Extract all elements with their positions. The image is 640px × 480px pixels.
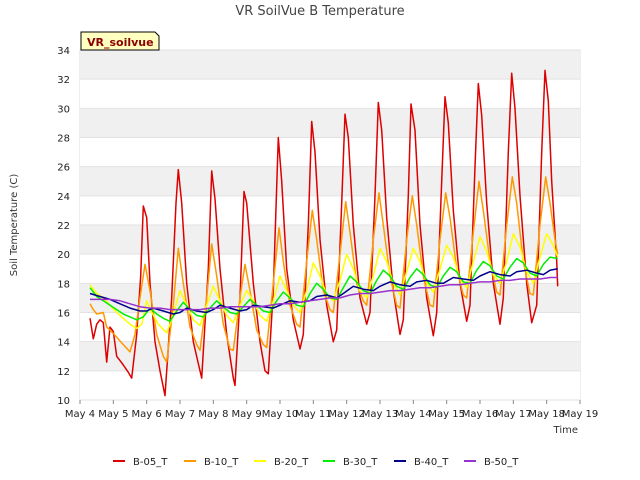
y-tick-label: 22 <box>57 221 70 232</box>
x-tick-label: May 19 <box>562 409 599 420</box>
y-tick-label: 26 <box>57 163 70 174</box>
x-tick-label: May 15 <box>428 409 465 420</box>
grid-band <box>80 195 580 225</box>
legend-label-B-50_T: B-50_T <box>484 457 519 468</box>
series-line-B-50_T <box>90 276 558 311</box>
y-tick-label: 32 <box>57 75 70 86</box>
y-tick-label: 14 <box>57 338 70 349</box>
x-tick-label: May 17 <box>495 409 532 420</box>
x-tick-label: May 4 <box>65 409 95 420</box>
x-tick-label: May 16 <box>462 409 499 420</box>
x-tick-label: May 8 <box>198 409 228 420</box>
series-line-B-40_T <box>89 268 558 315</box>
y-tick-label: 16 <box>57 309 70 320</box>
legend: B-05_T B-10_T B-20_T B-30_T B-40_T B-50_T <box>113 457 519 468</box>
x-tick-label: May 14 <box>395 409 432 420</box>
y-tick-label: 12 <box>57 367 70 378</box>
legend-label-B-10_T: B-10_T <box>204 457 239 468</box>
y-tick-label: 10 <box>57 396 70 407</box>
y-tick-label: 18 <box>57 279 70 290</box>
site-badge-box <box>80 31 160 51</box>
grid-band <box>80 370 580 400</box>
legend-label-B-05_T: B-05_T <box>133 457 168 468</box>
x-tick-label: May 5 <box>98 409 128 420</box>
x-tick-label: May 13 <box>362 409 399 420</box>
series-line-B-10_T <box>89 176 559 363</box>
y-tick-label: 28 <box>57 134 70 145</box>
x-tick-label: May 9 <box>232 409 262 420</box>
x-tick-label: May 6 <box>132 409 162 420</box>
y-tick-label: 30 <box>57 104 70 115</box>
x-tick-label: May 7 <box>165 409 195 420</box>
grid-band <box>80 225 580 255</box>
x-axis-ticks: May 4 May 5 May 6 May 7 May 8 May 9 May 10May … <box>65 400 598 420</box>
x-tick-label: May 11 <box>295 409 332 420</box>
grid-band <box>80 108 580 138</box>
legend-label-B-40_T: B-40_T <box>414 457 449 468</box>
grid-bands <box>79 49 581 401</box>
grid-band <box>80 137 580 167</box>
x-tick-label: May 12 <box>328 409 365 420</box>
grid-band <box>80 166 580 196</box>
series-lines <box>89 69 559 397</box>
grid-band <box>80 50 580 80</box>
series-line-B-30_T <box>89 256 558 323</box>
y-axis-label: Soil Temperature (C) <box>9 174 20 277</box>
site-badge: VR_soilvue <box>80 31 160 51</box>
y-tick-label: 20 <box>57 250 70 261</box>
x-axis-label: Time <box>553 425 578 436</box>
series-line-B-20_T <box>89 233 559 334</box>
legend-label-B-20_T: B-20_T <box>274 457 309 468</box>
legend-label-B-30_T: B-30_T <box>343 457 378 468</box>
y-axis-ticks: 10 12 14 16 18 20 22 24 26 28 30 32 34 <box>57 46 70 407</box>
y-tick-label: 24 <box>57 192 70 203</box>
x-tick-label: May 10 <box>262 409 299 420</box>
y-tick-label: 34 <box>57 46 70 57</box>
x-tick-label: May 18 <box>528 409 565 420</box>
chart-title: VR SoilVue B Temperature <box>235 4 404 19</box>
site-badge-label: VR_soilvue <box>87 36 154 49</box>
grid-band <box>80 79 580 109</box>
